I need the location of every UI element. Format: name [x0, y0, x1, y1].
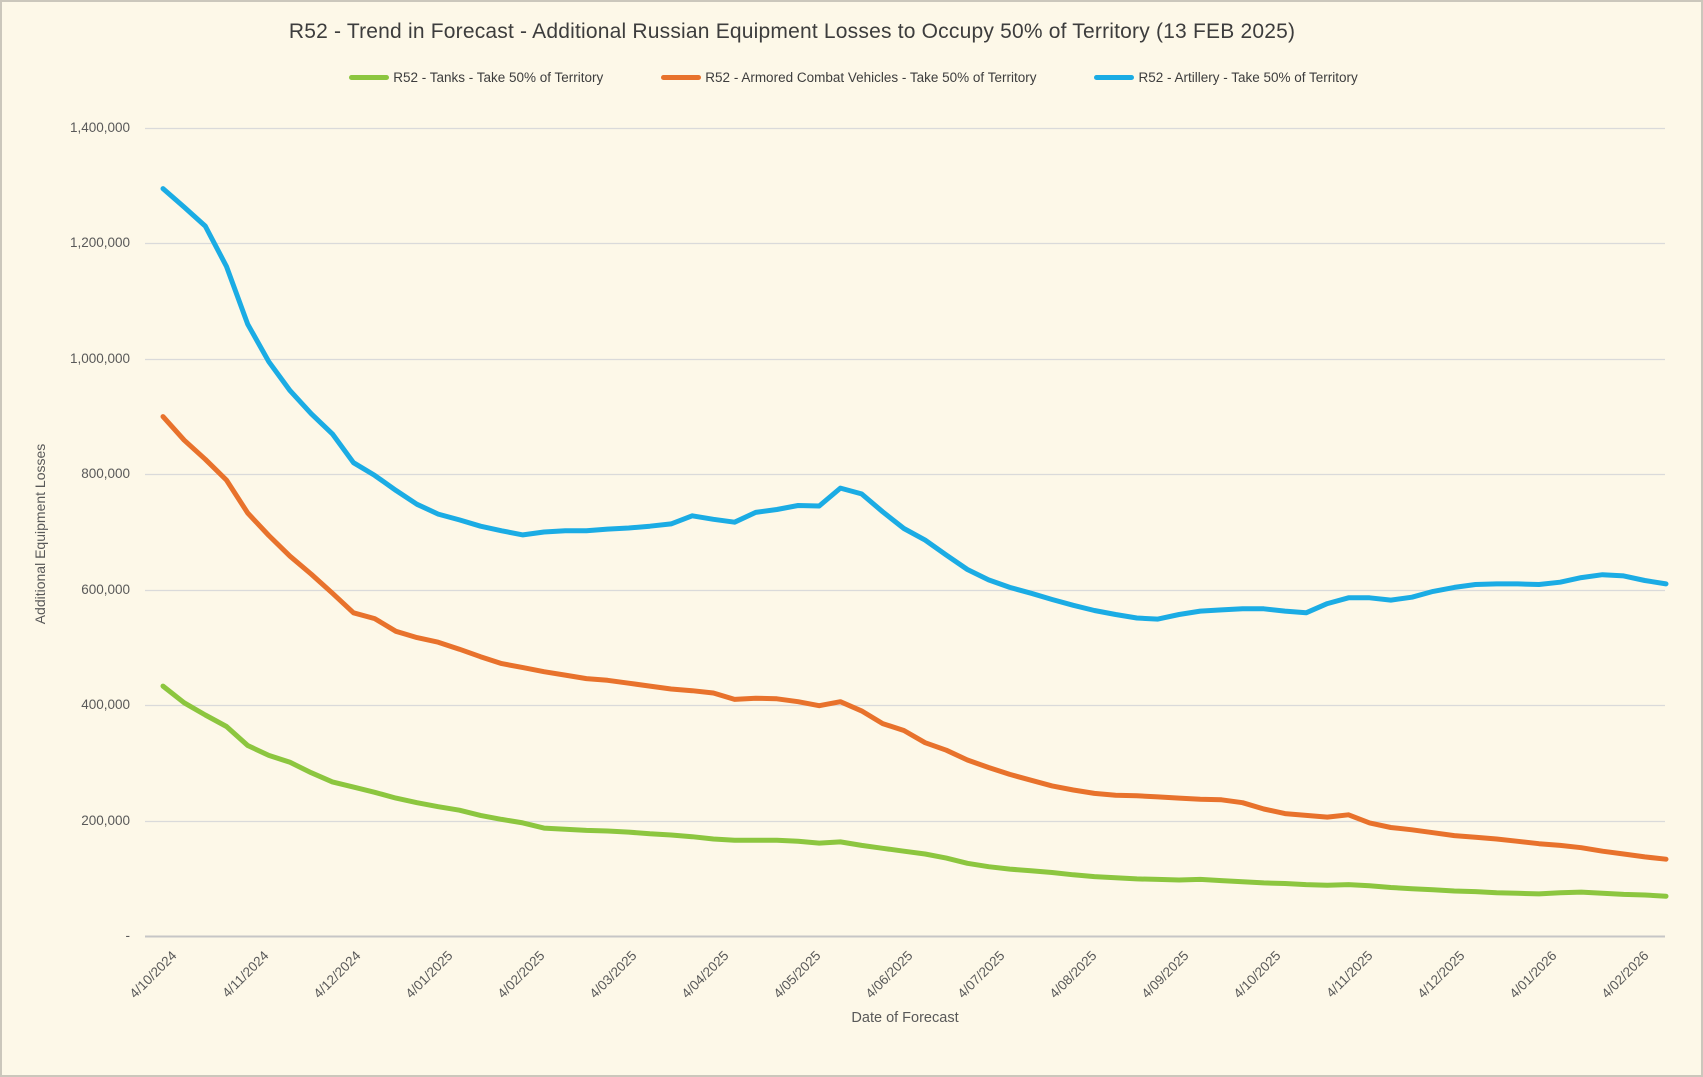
series-line-r-tanks-take-of-territory [160, 683, 1669, 899]
y-tick-label: 600,000 [81, 581, 130, 597]
x-axis-title: Date of Forecast [851, 1010, 959, 1026]
legend-item-2: R52 - Artillery - Take 50% of Territory [1094, 70, 1358, 85]
legend-label: R52 - Artillery - Take 50% of Territory [1138, 70, 1358, 85]
legend-item-0: R52 - Tanks - Take 50% of Territory [349, 70, 603, 85]
y-tick-label: 1,200,000 [69, 234, 130, 250]
y-tick-label: 800,000 [81, 465, 130, 481]
series-line-r-artillery-take-of-territory [160, 186, 1669, 622]
y-tick-label: 1,400,000 [69, 119, 130, 135]
y-tick-label: 400,000 [81, 696, 130, 712]
chart-title: R52 - Trend in Forecast - Additional Rus… [288, 20, 1296, 43]
y-tick-label: 1,000,000 [69, 350, 130, 366]
y-axis-title: Additional Equipment Losses [32, 443, 48, 625]
legend-swatch-icon [349, 75, 390, 80]
legend-label: R52 - Tanks - Take 50% of Territory [393, 70, 604, 85]
y-tick-label: - [125, 927, 131, 943]
legend-item-1: R52 - Armored Combat Vehicles - Take 50%… [661, 70, 1036, 85]
legend-swatch-icon [1094, 75, 1135, 80]
legend-swatch-icon [661, 75, 702, 80]
y-tick-label: 200,000 [81, 812, 130, 828]
legend-label: R52 - Armored Combat Vehicles - Take 50%… [705, 70, 1037, 85]
series-line-r-armored-combat-vehicles-take-of-territory [160, 414, 1669, 862]
legend: R52 - Tanks - Take 50% of Territory R52 -… [2, 70, 1701, 85]
